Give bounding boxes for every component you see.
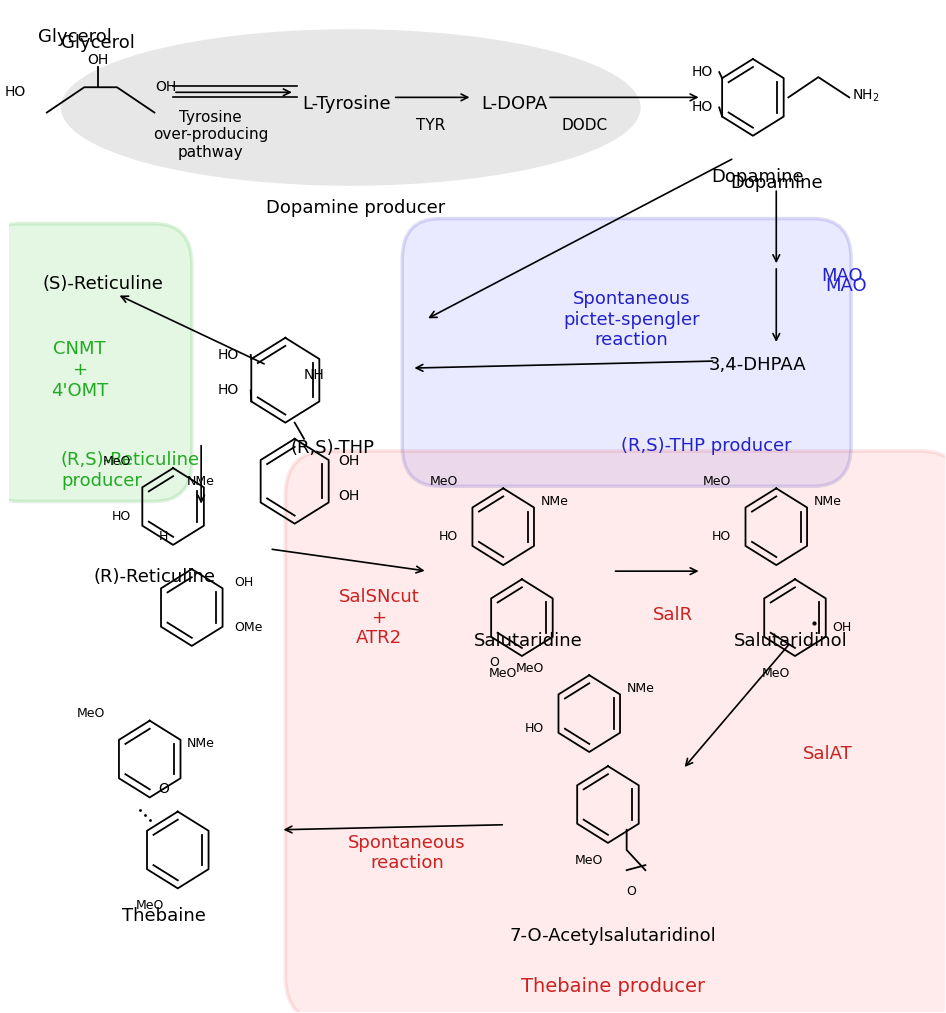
Text: (R,S)-THP producer: (R,S)-THP producer	[621, 437, 792, 455]
Text: NH: NH	[304, 368, 324, 382]
Text: HO: HO	[112, 511, 131, 523]
Text: Dopamine: Dopamine	[730, 174, 823, 192]
Text: (R,S)-THP: (R,S)-THP	[290, 439, 374, 457]
Text: HO: HO	[5, 85, 26, 99]
FancyBboxPatch shape	[402, 219, 851, 486]
Text: O: O	[626, 885, 637, 899]
Text: MAO: MAO	[826, 278, 867, 295]
Text: CNMT
+
4'OMT: CNMT + 4'OMT	[51, 340, 108, 400]
Text: H: H	[159, 531, 168, 543]
Text: OMe: OMe	[234, 621, 262, 634]
Text: Dopamine: Dopamine	[711, 168, 804, 186]
Text: Spontaneous
reaction: Spontaneous reaction	[348, 834, 465, 872]
Text: NMe: NMe	[187, 475, 215, 487]
Text: (R)-Reticuline: (R)-Reticuline	[94, 568, 216, 587]
FancyBboxPatch shape	[286, 451, 946, 1013]
Text: O: O	[158, 782, 169, 796]
Text: MeO: MeO	[429, 475, 458, 487]
Text: HO: HO	[439, 531, 458, 543]
Text: NMe: NMe	[814, 495, 842, 508]
Text: OH: OH	[88, 53, 109, 67]
Text: NH$_2$: NH$_2$	[852, 87, 880, 103]
Text: MeO: MeO	[77, 707, 105, 720]
Text: SalR: SalR	[654, 606, 693, 624]
Ellipse shape	[61, 29, 640, 185]
Text: OH: OH	[339, 489, 359, 503]
Text: OH: OH	[155, 80, 177, 94]
Text: Tyrosine
over-producing
pathway: Tyrosine over-producing pathway	[153, 109, 269, 160]
Text: MeO: MeO	[703, 475, 731, 487]
Text: MAO: MAO	[821, 267, 863, 286]
Text: L-DOPA: L-DOPA	[482, 95, 548, 113]
Text: HO: HO	[712, 531, 731, 543]
Text: 7-O-Acetylsalutaridinol: 7-O-Acetylsalutaridinol	[509, 927, 716, 945]
Text: MeO: MeO	[489, 667, 517, 680]
Text: L-Tyrosine: L-Tyrosine	[302, 95, 391, 113]
Text: (R,S)-Reticuline
producer: (R,S)-Reticuline producer	[61, 451, 200, 489]
Text: OH: OH	[339, 454, 359, 468]
Text: Glycerol: Glycerol	[38, 27, 112, 46]
Text: MeO: MeO	[135, 900, 164, 912]
FancyBboxPatch shape	[0, 224, 192, 501]
Text: NMe: NMe	[187, 737, 215, 751]
Text: SalSNcut
+
ATR2: SalSNcut + ATR2	[339, 588, 419, 647]
Text: 3,4-DHPAA: 3,4-DHPAA	[709, 356, 806, 374]
Text: HO: HO	[525, 722, 544, 735]
Text: DODC: DODC	[562, 119, 607, 133]
Text: Salutaridinol: Salutaridinol	[733, 632, 848, 650]
Text: Glycerol: Glycerol	[61, 33, 135, 52]
Text: Salutaridine: Salutaridine	[474, 632, 583, 650]
Text: Thebaine: Thebaine	[122, 907, 205, 925]
Text: NMe: NMe	[626, 682, 655, 695]
Text: (S)-Reticuline: (S)-Reticuline	[43, 276, 164, 293]
Text: TYR: TYR	[415, 119, 445, 133]
Text: HO: HO	[692, 100, 712, 114]
Text: MeO: MeO	[762, 667, 791, 680]
Text: OH: OH	[832, 621, 851, 634]
Text: MeO: MeO	[516, 661, 544, 675]
Text: HO: HO	[692, 65, 712, 79]
Text: OH: OH	[234, 575, 254, 589]
Text: Spontaneous
pictet-spengler
reaction: Spontaneous pictet-spengler reaction	[563, 290, 700, 349]
Text: SalAT: SalAT	[803, 745, 852, 763]
Text: Dopamine producer: Dopamine producer	[266, 200, 445, 218]
Text: O: O	[489, 656, 499, 669]
Text: MeO: MeO	[575, 854, 604, 866]
Text: Thebaine producer: Thebaine producer	[520, 977, 705, 996]
Text: HO: HO	[218, 348, 238, 362]
Text: MeO: MeO	[102, 455, 131, 468]
Text: HO: HO	[218, 383, 238, 397]
Text: NMe: NMe	[540, 495, 569, 508]
